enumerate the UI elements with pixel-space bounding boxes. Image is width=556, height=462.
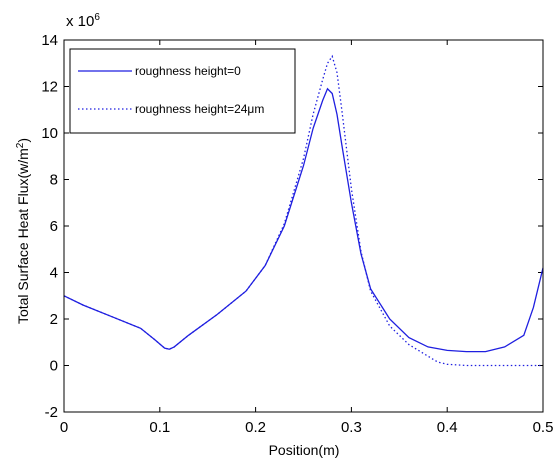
y-tick-label: 2 bbox=[50, 311, 58, 328]
y-tick-label: 0 bbox=[50, 358, 58, 375]
y-tick-label: 6 bbox=[50, 218, 58, 235]
x-tick-label: 0.2 bbox=[245, 419, 266, 436]
x-tick-label: 0.1 bbox=[149, 419, 170, 436]
legend-box bbox=[69, 48, 296, 134]
y-tick-label: -2 bbox=[45, 404, 58, 421]
y-tick-label: 10 bbox=[41, 125, 58, 142]
plot-frame bbox=[63, 39, 544, 413]
x-tick-label: 0 bbox=[60, 419, 68, 436]
y-multiplier-label: x 106 bbox=[66, 12, 100, 30]
legend-label: roughness height=0 bbox=[135, 64, 241, 78]
legend-label: roughness height=24μm bbox=[135, 102, 264, 116]
y-tick-label: 14 bbox=[41, 32, 58, 49]
y-tick-label: 12 bbox=[41, 79, 58, 96]
series-line-roughness-24um bbox=[63, 54, 543, 367]
x-axis-label: Position(m) bbox=[269, 442, 340, 458]
y-axis-label-close: ) bbox=[15, 138, 31, 143]
y-tick-label: 8 bbox=[50, 172, 58, 189]
x-tick-label: 0.3 bbox=[341, 419, 362, 436]
y-multiplier-base: x 10 bbox=[66, 13, 94, 30]
y-axis-label: Total Surface Heat Flux(w/m2) bbox=[15, 138, 31, 324]
y-axis-label-main: Total Surface Heat Flux(w/m bbox=[15, 148, 31, 324]
y-multiplier-exponent: 6 bbox=[94, 12, 100, 23]
y-tick-label: 4 bbox=[50, 265, 58, 282]
y-axis-label-exponent: 2 bbox=[15, 142, 26, 148]
x-tick-label: 0.5 bbox=[533, 419, 554, 436]
x-tick-label: 0.4 bbox=[437, 419, 458, 436]
y-axis-title: Total Surface Heat Flux(w/m2) bbox=[15, 138, 31, 324]
legend: roughness height=0 roughness height=24μm bbox=[69, 48, 296, 134]
series-layer bbox=[63, 54, 544, 367]
